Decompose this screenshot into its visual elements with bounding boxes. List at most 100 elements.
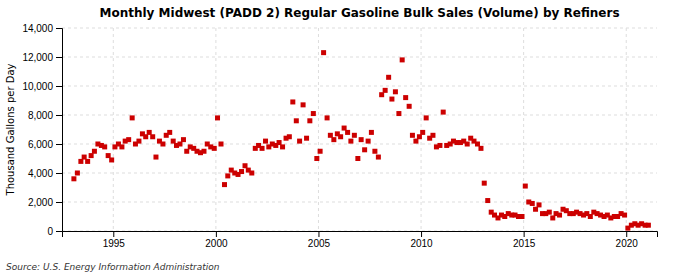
point bbox=[325, 115, 330, 120]
x-tick: 2000 bbox=[205, 231, 228, 249]
point bbox=[588, 214, 593, 219]
point bbox=[557, 213, 562, 218]
x-tick: 1995 bbox=[103, 231, 126, 249]
x-tick-label: 2010 bbox=[410, 238, 433, 249]
point bbox=[372, 149, 377, 154]
point bbox=[328, 133, 333, 138]
point bbox=[547, 210, 552, 215]
point bbox=[219, 142, 224, 147]
point bbox=[184, 149, 189, 154]
point bbox=[181, 137, 186, 142]
point bbox=[290, 99, 295, 104]
point bbox=[106, 153, 111, 158]
point bbox=[417, 134, 422, 139]
point bbox=[150, 134, 155, 139]
point bbox=[338, 134, 343, 139]
point bbox=[171, 139, 176, 144]
y-tick: 0 bbox=[47, 226, 62, 237]
y-tick-mark bbox=[56, 28, 62, 29]
source: Source: U.S. Energy Information Administ… bbox=[6, 262, 220, 272]
point bbox=[280, 144, 285, 149]
point bbox=[177, 142, 182, 147]
point bbox=[342, 126, 347, 131]
grid-line-x bbox=[113, 28, 114, 231]
x-tick-mark bbox=[113, 231, 114, 237]
y-tick-mark bbox=[56, 144, 62, 145]
point bbox=[85, 159, 90, 164]
point bbox=[130, 115, 135, 120]
point bbox=[167, 130, 172, 135]
y-tick-label: 4,000 bbox=[28, 168, 53, 179]
point bbox=[126, 137, 131, 142]
point bbox=[359, 137, 364, 142]
grid-line-x bbox=[523, 28, 524, 231]
point bbox=[413, 139, 418, 144]
point bbox=[321, 50, 326, 55]
grid-line-x bbox=[318, 28, 319, 231]
point bbox=[403, 95, 408, 100]
point bbox=[550, 215, 555, 220]
point bbox=[485, 198, 490, 203]
x-tick-mark bbox=[421, 231, 422, 237]
point bbox=[519, 214, 524, 219]
x-tick-label: 2005 bbox=[308, 238, 331, 249]
point bbox=[355, 156, 360, 161]
point bbox=[263, 139, 268, 144]
y-tick-label: 12,000 bbox=[22, 52, 53, 63]
y-tick: 6,000 bbox=[28, 139, 62, 150]
point bbox=[407, 104, 412, 109]
grid-line-y bbox=[62, 144, 657, 145]
grid-line-x bbox=[421, 28, 422, 231]
point bbox=[102, 144, 107, 149]
point bbox=[260, 146, 265, 151]
point bbox=[389, 97, 394, 102]
y-tick-label: 14,000 bbox=[22, 23, 53, 34]
point bbox=[201, 149, 206, 154]
point bbox=[301, 102, 306, 107]
point bbox=[304, 136, 309, 141]
y-tick-label: 10,000 bbox=[22, 81, 53, 92]
grid-line-y bbox=[62, 86, 657, 87]
point bbox=[311, 111, 316, 116]
point bbox=[400, 57, 405, 62]
point bbox=[249, 171, 254, 176]
x-tick-mark bbox=[318, 231, 319, 237]
point bbox=[75, 171, 80, 176]
point bbox=[78, 159, 83, 164]
y-tick: 14,000 bbox=[22, 23, 62, 34]
point bbox=[243, 163, 248, 168]
point bbox=[622, 213, 627, 218]
point bbox=[475, 142, 480, 147]
x-tick-mark bbox=[216, 231, 217, 237]
point bbox=[307, 118, 312, 123]
plot: 19952000200520102015202002,0004,0006,000… bbox=[22, 23, 657, 249]
grid-line-y bbox=[62, 28, 657, 29]
point bbox=[379, 92, 384, 97]
point bbox=[212, 146, 217, 151]
point bbox=[82, 155, 87, 160]
y-tick-mark bbox=[56, 173, 62, 174]
x-tick-mark bbox=[524, 231, 525, 237]
grid-line-y bbox=[62, 173, 657, 174]
x-axis-line bbox=[63, 232, 658, 238]
y-tick-mark bbox=[56, 231, 62, 232]
y-axis: 02,0004,0006,0008,00010,00012,00014,000 bbox=[22, 23, 62, 237]
point bbox=[437, 143, 442, 148]
y-tick: 8,000 bbox=[28, 110, 62, 121]
point bbox=[410, 133, 415, 138]
point bbox=[465, 142, 470, 147]
x-tick-label: 2020 bbox=[616, 238, 639, 249]
point bbox=[352, 133, 357, 138]
point bbox=[530, 201, 535, 206]
grid-line-y bbox=[62, 57, 657, 58]
title: Monthly Midwest (PADD 2) Regular Gasolin… bbox=[99, 6, 619, 20]
grid-line-x bbox=[626, 28, 627, 231]
x-tick: 2020 bbox=[616, 231, 639, 249]
point bbox=[345, 130, 350, 135]
point bbox=[523, 184, 528, 189]
x-tick-mark bbox=[626, 231, 627, 237]
point bbox=[366, 139, 371, 144]
grid-line-y bbox=[62, 202, 657, 203]
point bbox=[89, 153, 94, 158]
point bbox=[160, 142, 165, 147]
